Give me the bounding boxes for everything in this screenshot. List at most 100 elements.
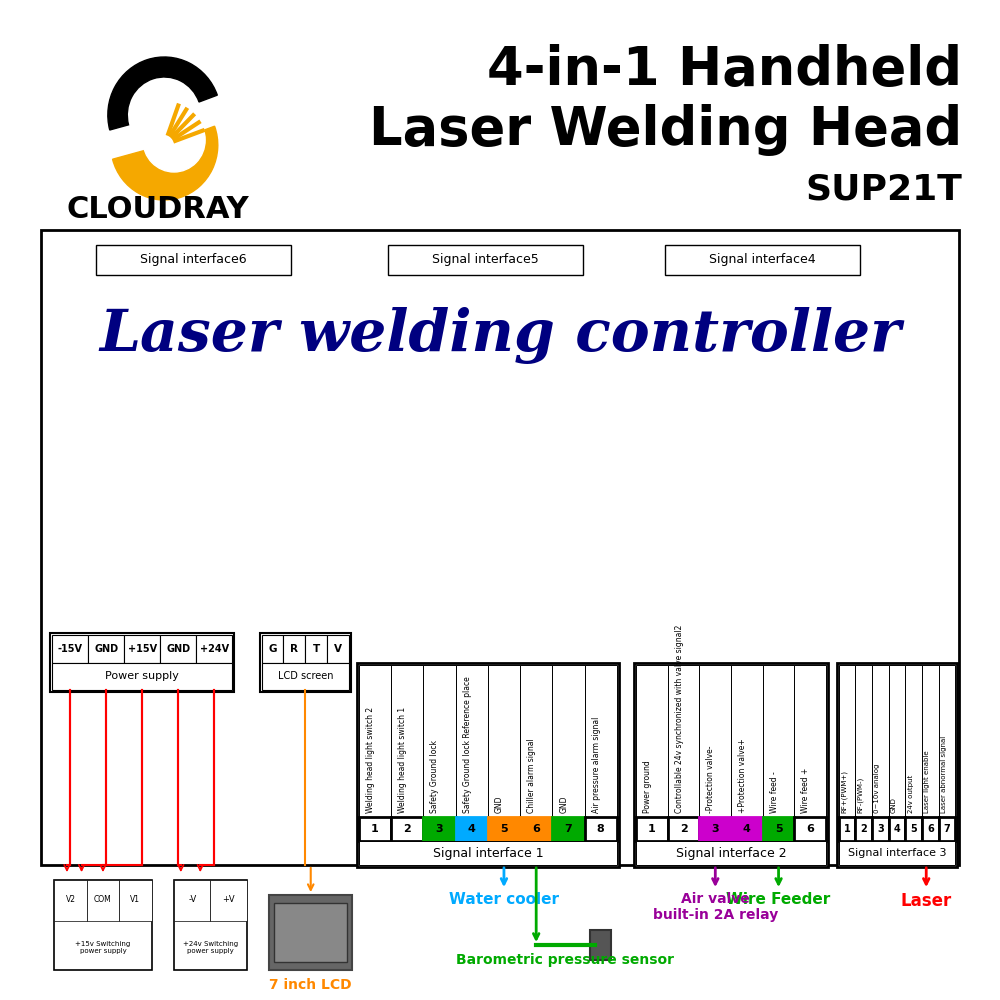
Text: 1: 1 [648,824,656,834]
Text: +24V: +24V [200,644,229,654]
Text: -15V: -15V [58,644,83,654]
Text: Laser welding controller: Laser welding controller [99,306,901,363]
Text: 6: 6 [532,824,540,834]
Text: 0~10v analog: 0~10v analog [874,764,880,813]
Text: Controllable 24v synchronized with valve signal2: Controllable 24v synchronized with valve… [675,625,684,813]
Wedge shape [113,126,218,200]
Bar [839,817,855,841]
Text: GND: GND [559,796,568,813]
Bar [731,665,763,817]
Bar [196,635,232,662]
Text: 4: 4 [894,824,900,834]
Bar [585,665,617,817]
Bar [160,635,196,662]
Bar [552,817,585,841]
Bar [922,665,939,817]
Text: Signal interface 2: Signal interface 2 [676,846,786,859]
Text: +V: +V [222,895,235,904]
Text: Laser abnormal signal: Laser abnormal signal [941,736,947,813]
Text: GND: GND [166,644,190,654]
Bar [52,662,232,690]
Text: Signal interface 1: Signal interface 1 [433,846,543,859]
Circle shape [143,108,205,172]
Text: Signal interface 3: Signal interface 3 [848,848,946,858]
Bar [54,880,152,970]
Text: T: T [313,644,320,654]
Bar [87,880,119,920]
Text: Air pressure alarm signal: Air pressure alarm signal [592,717,601,813]
Bar [174,880,210,920]
Text: 4: 4 [743,824,751,834]
Bar [905,817,922,841]
Text: Chiller alarm signal: Chiller alarm signal [527,738,536,813]
Bar [96,245,291,275]
Text: V2: V2 [66,895,76,904]
Bar [520,665,552,817]
Bar [327,635,349,662]
Bar [839,841,955,865]
Text: 5: 5 [500,824,508,834]
Text: G: G [268,644,277,654]
Text: Welding head light switch 2: Welding head light switch 2 [366,707,375,813]
Text: R: R [290,644,298,654]
Text: 7: 7 [565,824,572,834]
Bar [391,665,423,817]
Text: 6: 6 [806,824,814,834]
Bar [665,245,860,275]
Bar [488,665,520,817]
Text: 8: 8 [597,824,605,834]
Text: Welding head light switch 1: Welding head light switch 1 [398,707,407,813]
Text: RF-(PWM-): RF-(PWM-) [857,777,864,813]
Text: SUP21T: SUP21T [805,173,962,207]
Bar [872,665,889,817]
Bar [52,635,88,662]
Text: V: V [334,644,342,654]
Text: Signal interface4: Signal interface4 [709,253,816,266]
Text: Laser: Laser [901,892,952,910]
Text: +Protection valve+: +Protection valve+ [738,738,747,813]
Bar [357,663,619,867]
Bar [388,245,583,275]
Bar [922,817,939,841]
Bar [456,817,488,841]
Bar [88,635,124,662]
Bar [699,665,731,817]
Text: Barometric pressure sensor: Barometric pressure sensor [456,953,674,967]
Text: 1: 1 [371,824,379,834]
Bar [260,633,351,692]
Bar [552,665,585,817]
Bar [262,635,283,662]
Text: Power supply: Power supply [105,671,179,681]
Text: V1: V1 [130,895,140,904]
Bar [262,662,349,690]
Text: Power ground: Power ground [643,760,652,813]
Bar [41,230,959,865]
Bar [889,817,905,841]
Bar [889,665,905,817]
Bar [124,635,160,662]
Wedge shape [108,57,217,130]
Bar [274,903,347,962]
Bar [269,895,352,970]
Bar [634,663,828,867]
Bar [119,880,152,920]
Text: Water cooler: Water cooler [449,892,559,907]
Bar [359,817,391,841]
Bar [763,817,794,841]
Text: 6: 6 [927,824,934,834]
Bar [423,665,456,817]
Bar [585,817,617,841]
Bar [939,665,955,817]
Text: 4-in-1 Handheld: 4-in-1 Handheld [487,44,962,96]
Text: 2: 2 [403,824,411,834]
Bar [794,817,826,841]
Text: 7: 7 [944,824,950,834]
Bar [794,665,826,817]
Bar [590,930,611,960]
Bar [839,665,855,817]
Text: +15V: +15V [128,644,157,654]
Bar [763,665,794,817]
Bar [50,633,234,692]
Text: 7 inch LCD: 7 inch LCD [269,978,352,992]
Bar [210,880,247,920]
